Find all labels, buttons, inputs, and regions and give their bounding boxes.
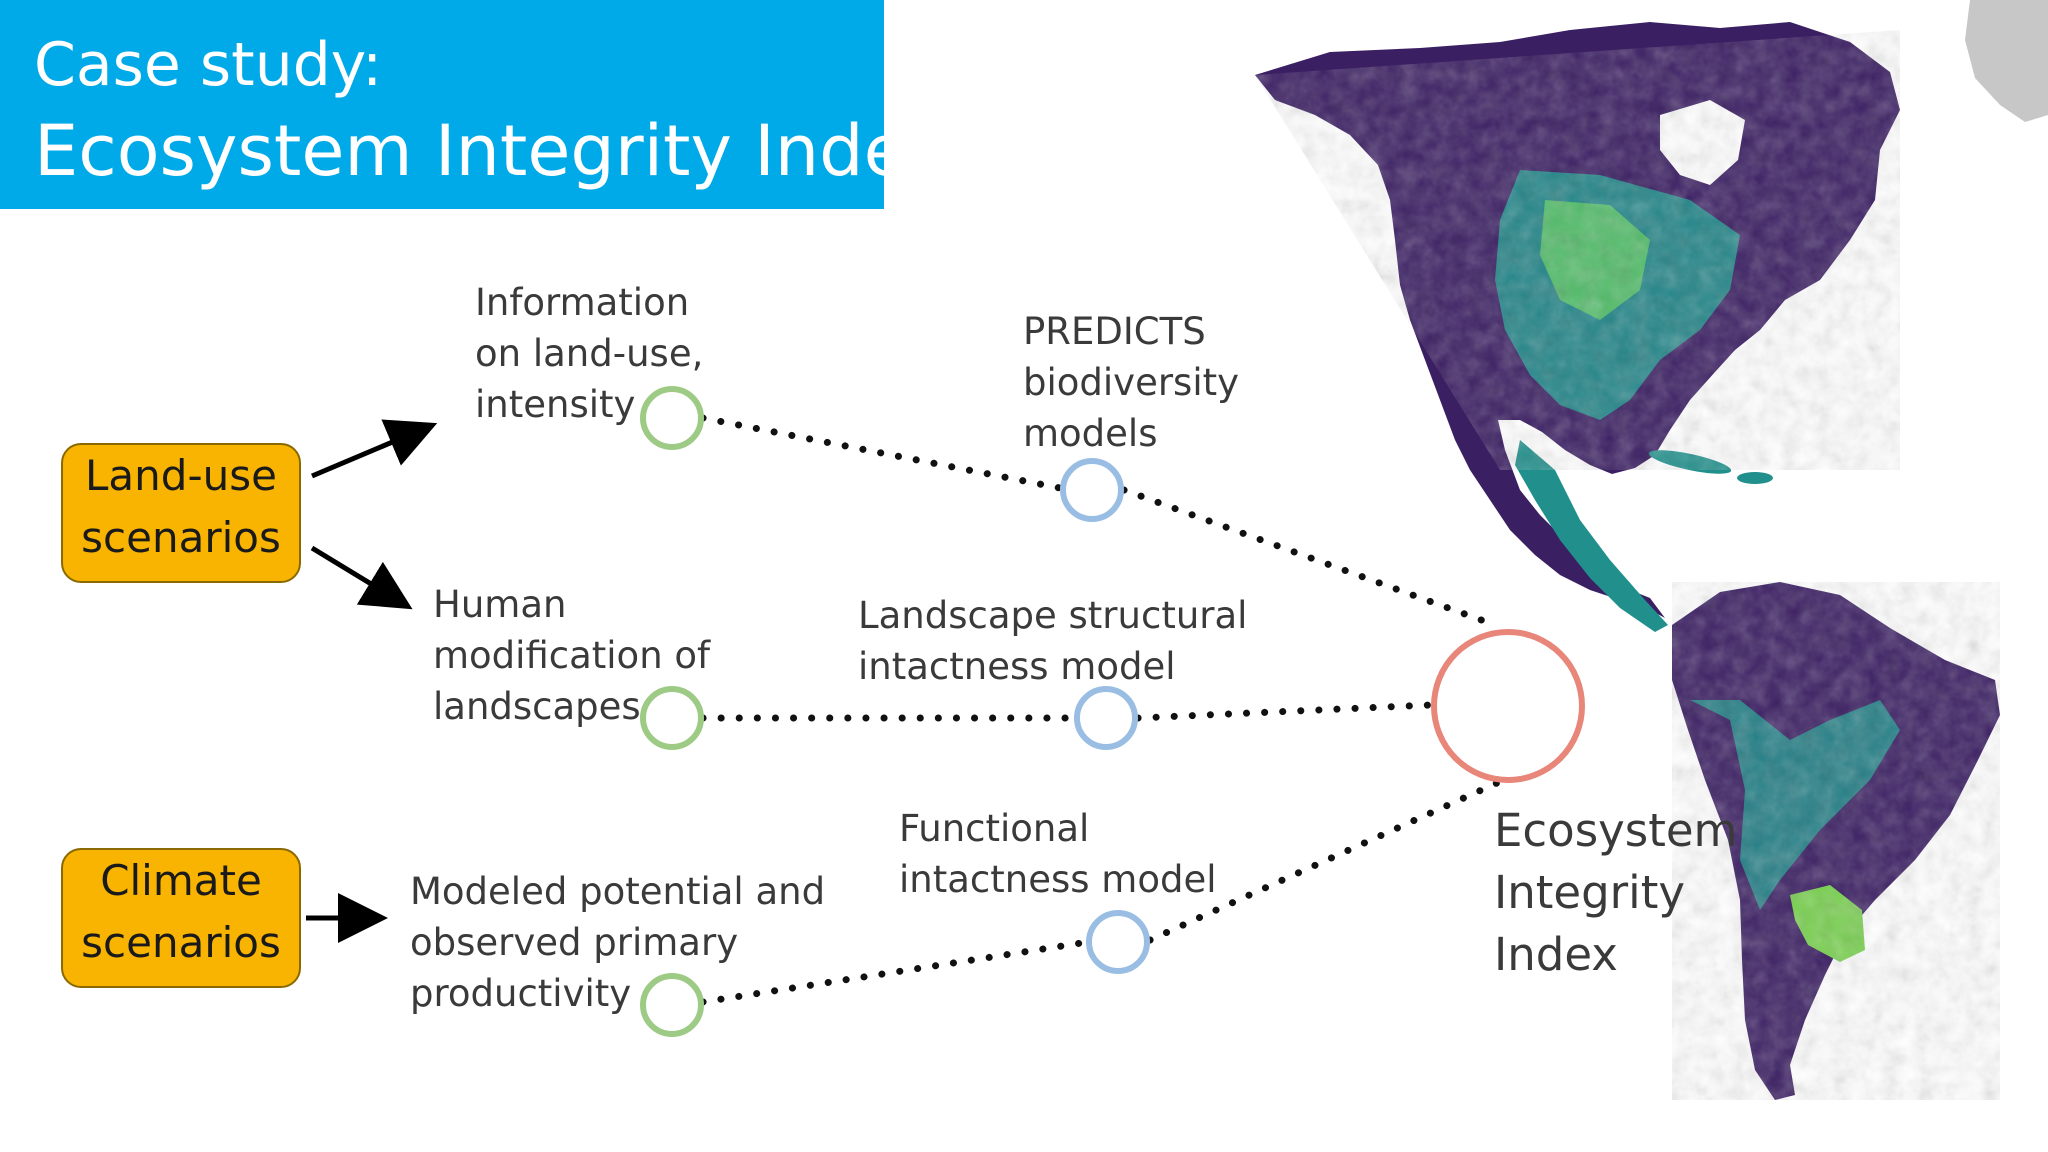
- eii-line-1: Ecosystem: [1494, 804, 1738, 857]
- structural-model-label: Landscape structural intactness model: [858, 590, 1247, 692]
- land-use-scenarios-line-2: scenarios: [81, 513, 281, 562]
- model-circle-predicts: [1060, 458, 1124, 522]
- model-circle-structural: [1074, 686, 1138, 750]
- title-line-2: Ecosystem Integrity Index: [34, 110, 947, 192]
- climate-scenarios-line-1: Climate: [100, 856, 262, 905]
- human-modification-label: Human modification of landscapes: [433, 579, 710, 732]
- land-use-info-label: Information on land-use, intensity: [475, 277, 703, 430]
- title-banner: Case study: Ecosystem Integrity Index: [0, 0, 947, 209]
- input-circle-human: [640, 686, 704, 750]
- human-modification-line-1: Human: [433, 583, 567, 626]
- human-modification-line-2: modification of: [433, 634, 711, 677]
- central-america-shape: [1515, 440, 1668, 632]
- functional-model-label: Functional intactness model: [899, 803, 1217, 905]
- structural-line-2: intactness model: [858, 645, 1176, 688]
- ecosystem-integrity-index-label: Ecosystem Integrity Index: [1494, 800, 1737, 986]
- input-circle-landuse: [640, 386, 704, 450]
- eii-line-2: Integrity: [1494, 866, 1685, 919]
- connector-structural-to-eii: [1134, 701, 1434, 722]
- input-circles: [640, 386, 704, 1037]
- hispaniola-shape: [1737, 472, 1773, 484]
- functional-line-1: Functional: [899, 807, 1090, 850]
- land-use-scenarios-line-1: Land-use: [85, 451, 277, 500]
- arrows: [306, 419, 438, 943]
- model-circle-functional: [1086, 910, 1150, 974]
- output-circle-eii: [1431, 629, 1585, 783]
- productivity-line-2: observed primary: [410, 921, 739, 964]
- structural-line-1: Landscape structural: [858, 594, 1248, 637]
- land-use-scenarios-box: Land-use scenarios: [61, 443, 301, 583]
- predicts-line-3: models: [1023, 412, 1158, 455]
- arrow-landuse-down: [310, 545, 413, 610]
- productivity-line-1: Modeled potential and: [410, 870, 826, 913]
- land-use-info-line-3: intensity: [475, 383, 636, 426]
- eii-line-3: Index: [1494, 928, 1618, 981]
- productivity-label: Modeled potential and observed primary p…: [410, 866, 825, 1019]
- predicts-line-2: biodiversity: [1023, 361, 1240, 404]
- climate-scenarios-box: Climate scenarios: [61, 848, 301, 988]
- model-circles: [1060, 458, 1150, 974]
- land-use-info-line-2: on land-use,: [475, 332, 704, 375]
- connector-functional-to-eii: [1146, 774, 1512, 944]
- arrow-landuse-up: [311, 419, 438, 479]
- predicts-models-label: PREDICTS biodiversity models: [1023, 306, 1239, 459]
- connector-predicts-to-eii: [1120, 486, 1499, 629]
- input-circle-productivity: [640, 973, 704, 1037]
- climate-scenarios-line-2: scenarios: [81, 918, 281, 967]
- connector-productivity-to-functional: [699, 938, 1092, 1006]
- predicts-line-1: PREDICTS: [1023, 310, 1206, 353]
- productivity-line-3: productivity: [410, 972, 632, 1015]
- human-modification-line-3: landscapes: [433, 685, 641, 728]
- title-line-1: Case study:: [34, 30, 383, 100]
- functional-line-2: intactness model: [899, 858, 1217, 901]
- land-use-info-line-1: Information: [475, 281, 690, 324]
- greenland-shape: [1965, 0, 2048, 122]
- americas-map: [1255, 0, 2048, 1100]
- connector-landuse-to-predicts: [699, 414, 1064, 492]
- connectors: [699, 414, 1512, 1006]
